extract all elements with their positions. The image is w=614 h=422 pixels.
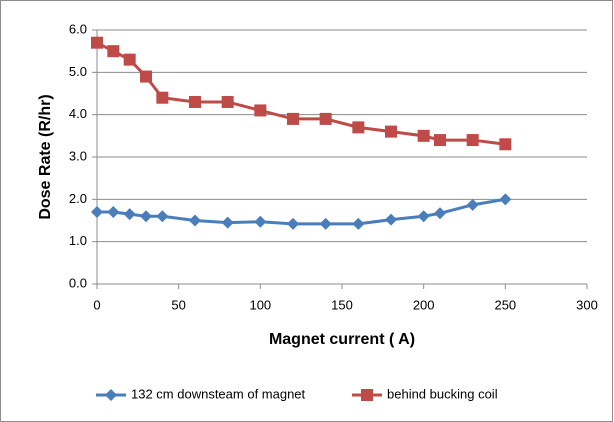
legend-label: 132 cm downsteam of magnet [131, 386, 306, 401]
data-point [352, 217, 365, 230]
data-point [221, 216, 234, 229]
x-tick-label: 100 [249, 297, 271, 312]
data-point [499, 138, 512, 151]
data-point [417, 210, 430, 223]
legend-marker [361, 389, 373, 401]
y-tick-label: 6.0 [69, 21, 87, 36]
data-point [107, 206, 120, 219]
y-tick-label: 2.0 [69, 191, 87, 206]
data-point [385, 125, 397, 138]
data-point [319, 217, 332, 230]
data-point [254, 215, 267, 228]
data-point [123, 53, 136, 66]
x-tick-label: 150 [331, 297, 353, 312]
y-tick-label: 1.0 [69, 233, 87, 248]
series-line [97, 197, 506, 226]
data-point [140, 210, 152, 223]
data-point [107, 45, 120, 58]
x-tick-label: 200 [413, 297, 435, 312]
series-line [96, 41, 506, 146]
data-point [123, 208, 136, 221]
data-point [91, 36, 103, 49]
data-point [140, 70, 152, 83]
data-point [91, 206, 103, 219]
data-point [434, 207, 446, 220]
data-point [254, 104, 267, 117]
y-tick-label: 4.0 [69, 106, 87, 121]
data-point [156, 210, 169, 223]
data-point [434, 134, 446, 147]
data-point [499, 193, 512, 206]
data-point [385, 213, 397, 226]
data-point [287, 217, 299, 230]
x-tick-label: 50 [171, 297, 185, 312]
data-point [189, 95, 201, 108]
x-tick-label: 300 [576, 297, 598, 312]
data-point [319, 112, 332, 125]
data-point [417, 129, 430, 142]
data-point [466, 134, 479, 147]
x-tick-label: 0 [93, 297, 100, 312]
y-tick-label: 0.0 [69, 275, 87, 290]
legend-marker [105, 389, 117, 401]
data-point [156, 91, 169, 104]
y-tick-label: 5.0 [69, 64, 87, 79]
y-tick-label: 3.0 [69, 148, 87, 163]
legend-label: behind bucking coil [387, 386, 498, 401]
data-point [352, 121, 365, 134]
data-point [189, 214, 201, 227]
x-axis-label: Magnet current ( A) [269, 331, 415, 348]
x-tick-label: 250 [494, 297, 516, 312]
data-point [287, 112, 299, 125]
y-axis-label: Dose Rate (R/hr) [37, 94, 54, 219]
data-point [466, 198, 479, 211]
data-point [221, 95, 234, 108]
